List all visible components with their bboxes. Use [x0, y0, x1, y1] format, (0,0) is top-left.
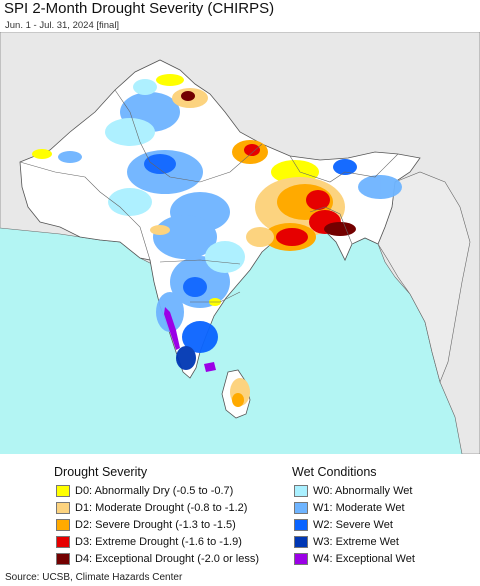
legend-label-w2: W2: Severe Wet — [313, 519, 393, 531]
legend-label-w4: W4: Exceptional Wet — [313, 553, 415, 565]
legend-item-d4: D4: Exceptional Drought (-2.0 or less) — [56, 551, 259, 567]
legend-swatch-d2 — [56, 519, 70, 531]
legend-label-w1: W1: Moderate Wet — [313, 502, 405, 514]
exceptional-wet-strips — [164, 307, 216, 372]
legend-item-w2: W2: Severe Wet — [294, 517, 393, 533]
legend-swatch-d0 — [56, 485, 70, 497]
legend-item-w1: W1: Moderate Wet — [294, 500, 405, 516]
legend-item-w0: W0: Abnormally Wet — [294, 483, 412, 499]
legend-swatch-d3 — [56, 536, 70, 548]
legend-swatch-w3 — [294, 536, 308, 548]
legend-label-d2: D2: Severe Drought (-1.3 to -1.5) — [75, 519, 236, 531]
internal-borders — [19, 89, 399, 303]
legend-item-w4: W4: Exceptional Wet — [294, 551, 415, 567]
legend-swatch-w1 — [294, 502, 308, 514]
legend-label-d4: D4: Exceptional Drought (-2.0 or less) — [75, 553, 260, 565]
legend-label-w0: W0: Abnormally Wet — [313, 485, 413, 497]
legend-swatch-d1 — [56, 502, 70, 514]
drought-patches — [32, 74, 356, 407]
legend-item-d0: D0: Abnormally Dry (-0.5 to -0.7) — [56, 483, 233, 499]
drought-legend-heading: Drought Severity — [54, 465, 148, 479]
legend-item-d1: D1: Moderate Drought (-0.8 to -1.2) — [56, 500, 247, 516]
legend-panel: Drought Severity Wet Conditions D0: Abno… — [0, 455, 480, 570]
legend-item-d3: D3: Extreme Drought (-1.6 to -1.9) — [56, 534, 242, 550]
legend-label-d3: D3: Extreme Drought (-1.6 to -1.9) — [75, 536, 242, 548]
legend-label-w3: W3: Extreme Wet — [313, 536, 399, 548]
legend-swatch-d4 — [56, 553, 70, 565]
legend-label-d0: D0: Abnormally Dry (-0.5 to -0.7) — [75, 485, 234, 497]
map-subtitle: Jun. 1 - Jul. 31, 2024 [final] — [5, 20, 120, 31]
wet-patches — [58, 79, 402, 370]
legend-swatch-w2 — [294, 519, 308, 531]
map-title: SPI 2-Month Drought Severity (CHIRPS) — [4, 0, 275, 17]
legend-item-w3: W3: Extreme Wet — [294, 534, 399, 550]
drought-map — [0, 32, 480, 454]
legend-item-d2: D2: Severe Drought (-1.3 to -1.5) — [56, 517, 236, 533]
legend-swatch-w0 — [294, 485, 308, 497]
wet-legend-heading: Wet Conditions — [292, 465, 377, 479]
legend-swatch-w4 — [294, 553, 308, 565]
legend-label-d1: D1: Moderate Drought (-0.8 to -1.2) — [75, 502, 248, 514]
source-credit: Source: UCSB, Climate Hazards Center — [5, 572, 183, 583]
